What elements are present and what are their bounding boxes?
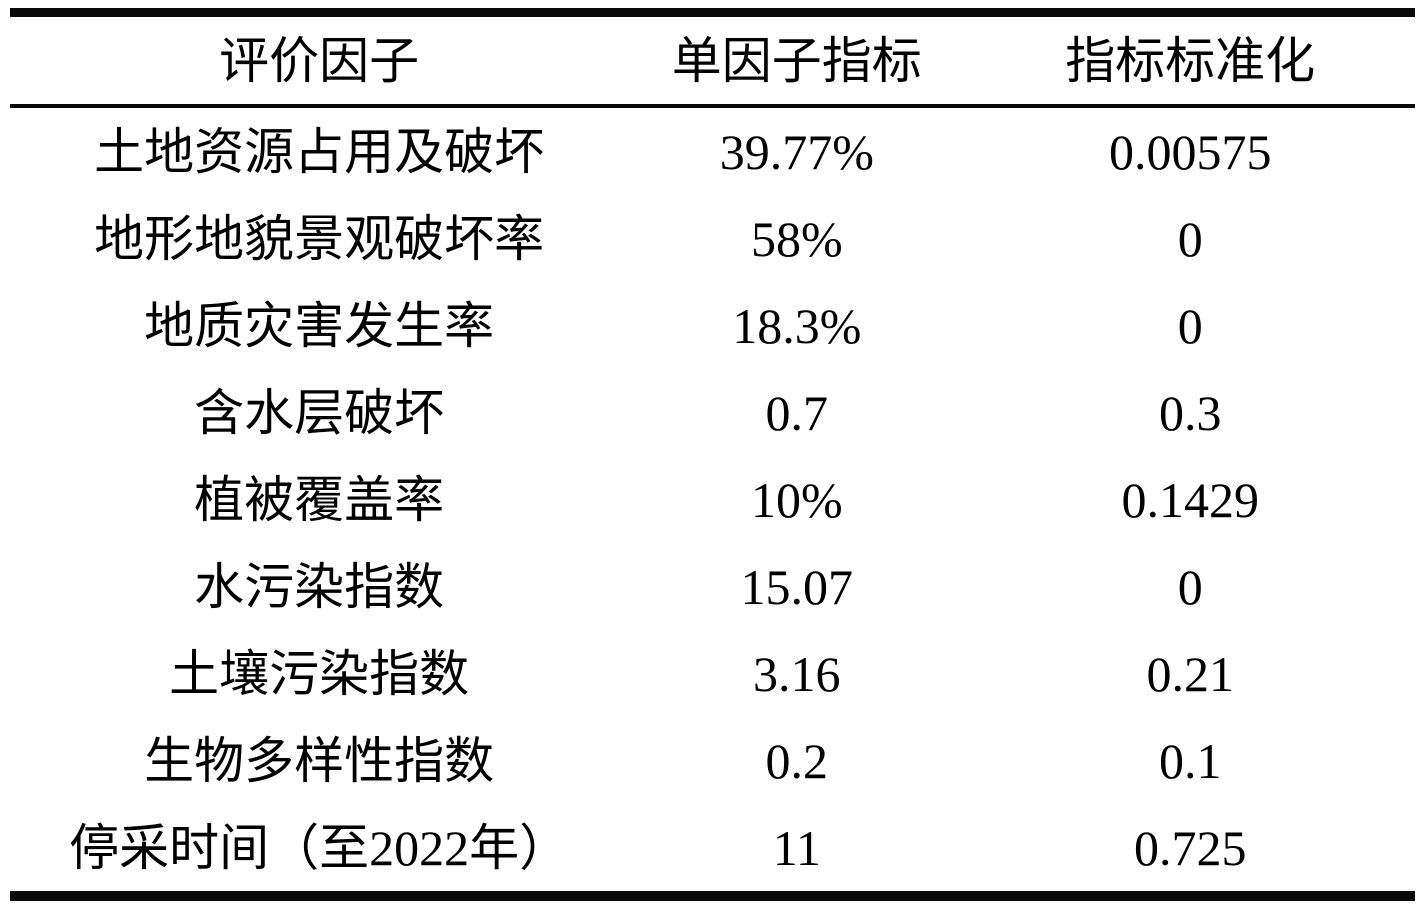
normalized-cell: 0.21	[1146, 645, 1234, 702]
table-row: 土壤污染指数 3.16 0.21	[10, 630, 1415, 717]
normalized-cell: 0.3	[1158, 384, 1222, 441]
factor-cell: 土壤污染指数	[169, 645, 470, 702]
table-row: 地质灾害发生率 18.3% 0	[10, 282, 1415, 369]
table-row: 水污染指数 15.07 0	[10, 543, 1415, 630]
evaluation-factor-table: 评价因子 单因子指标 指标标准化 土地资源占用及破坏 39.77% 0.0057…	[10, 8, 1415, 901]
normalized-cell: 0.725	[1133, 819, 1247, 876]
table-row: 土地资源占用及破坏 39.77% 0.00575	[10, 106, 1415, 195]
column-header-factor: 评价因子	[219, 32, 420, 89]
normalized-cell: 0.1429	[1121, 471, 1259, 528]
table-header-row: 评价因子 单因子指标 指标标准化	[10, 13, 1415, 106]
normalized-cell: 0	[1177, 210, 1203, 267]
table-row: 地形地貌景观破坏率 58% 0	[10, 195, 1415, 282]
factor-cell: 停采时间（至2022年）	[69, 819, 570, 876]
indicator-cell: 15.07	[740, 558, 854, 615]
table-row: 含水层破坏 0.7 0.3	[10, 369, 1415, 456]
column-header-indicator: 单因子指标	[671, 32, 922, 89]
indicator-cell: 0.7	[765, 384, 829, 441]
normalized-cell: 0	[1177, 297, 1203, 354]
factor-cell: 土地资源占用及破坏	[94, 123, 545, 180]
factor-cell: 水污染指数	[194, 558, 445, 615]
indicator-cell: 11	[772, 819, 821, 876]
indicator-cell: 10%	[750, 471, 843, 528]
factor-cell: 生物多样性指数	[144, 732, 495, 789]
indicator-cell: 58%	[750, 210, 843, 267]
factor-cell: 含水层破坏	[194, 384, 445, 441]
table-row: 植被覆盖率 10% 0.1429	[10, 456, 1415, 543]
factor-cell: 地形地貌景观破坏率	[94, 210, 545, 267]
normalized-cell: 0.00575	[1108, 123, 1272, 180]
normalized-cell: 0.1	[1158, 732, 1222, 789]
table-row: 停采时间（至2022年） 11 0.725	[10, 804, 1415, 896]
factor-cell: 植被覆盖率	[194, 471, 445, 528]
factor-cell: 地质灾害发生率	[144, 297, 495, 354]
indicator-cell: 18.3%	[732, 297, 862, 354]
column-header-normalized: 指标标准化	[1065, 32, 1316, 89]
indicator-cell: 39.77%	[719, 123, 874, 180]
normalized-cell: 0	[1177, 558, 1203, 615]
indicator-cell: 0.2	[765, 732, 829, 789]
indicator-cell: 3.16	[753, 645, 841, 702]
table-row: 生物多样性指数 0.2 0.1	[10, 717, 1415, 804]
